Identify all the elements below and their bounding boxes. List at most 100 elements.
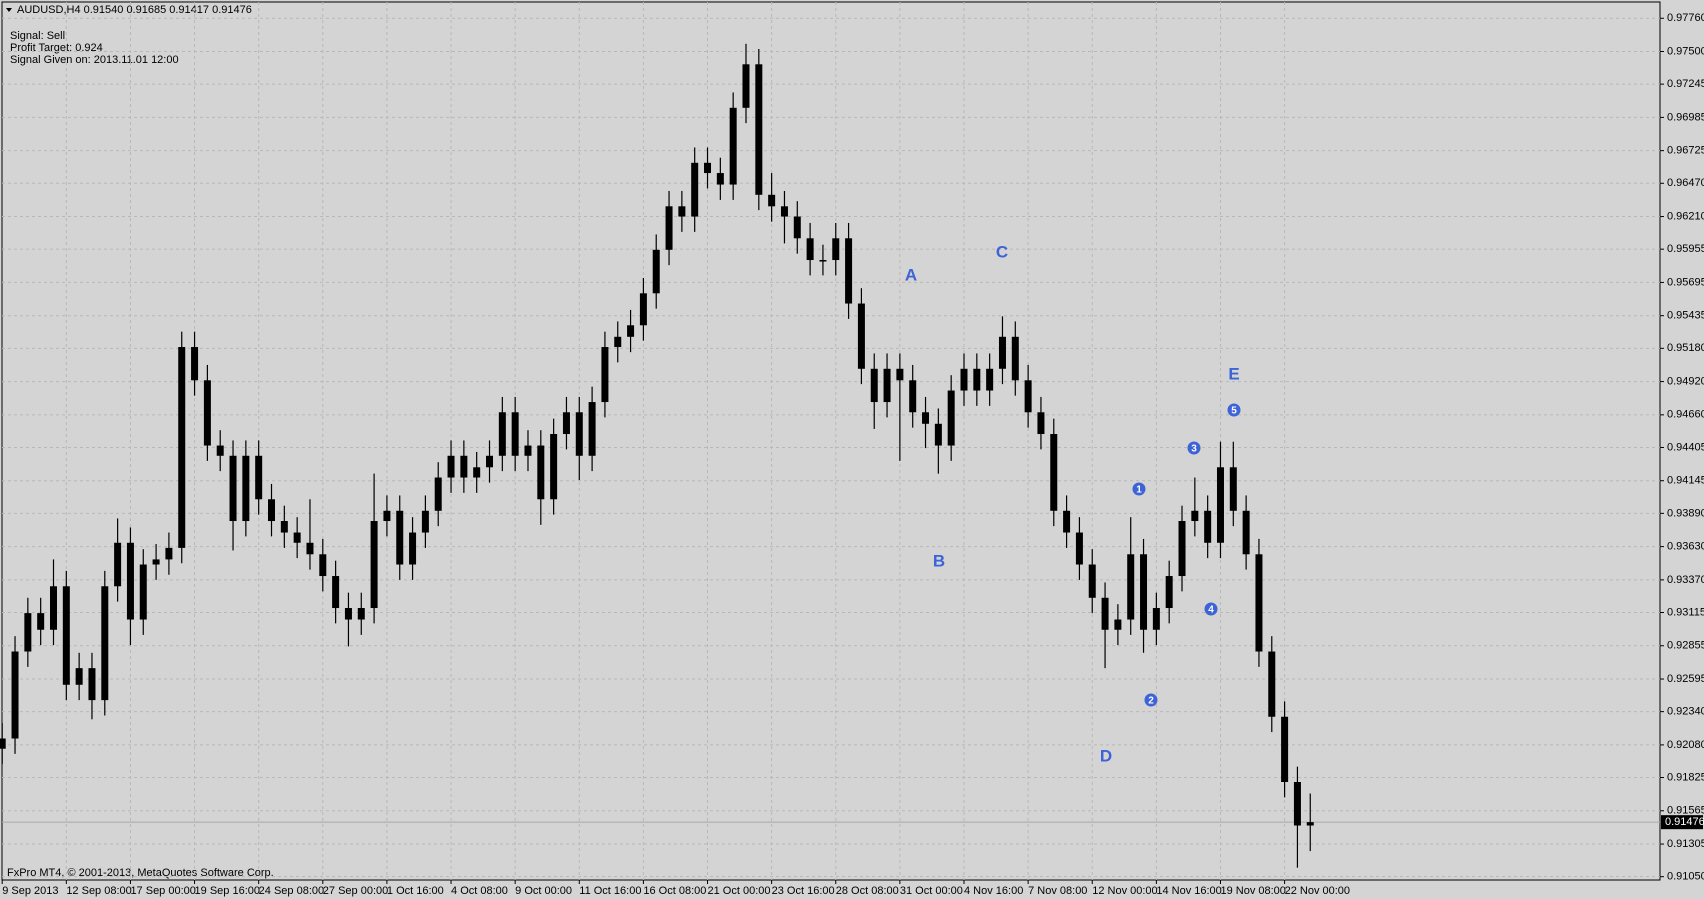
candle-body — [819, 260, 827, 262]
candle-body — [780, 206, 788, 217]
candle-body — [178, 347, 186, 548]
candle-body — [947, 390, 955, 446]
candle-body — [716, 173, 724, 185]
candle-body — [383, 510, 391, 522]
candle-body — [1306, 822, 1314, 826]
candle-body — [986, 368, 994, 391]
x-tick-label: 17 Sep 00:00 — [130, 885, 195, 897]
candle-body — [806, 238, 814, 261]
y-tick-label: 0.97245 — [1667, 78, 1704, 90]
candle-body — [1024, 380, 1032, 413]
y-tick-label: 0.94405 — [1667, 441, 1704, 453]
wave-point-marker — [1227, 403, 1241, 417]
y-tick-label: 0.94145 — [1667, 475, 1704, 487]
y-tick-label: 0.96470 — [1667, 177, 1704, 189]
candle-body — [1140, 554, 1148, 630]
candle-body — [614, 336, 622, 348]
candle-body — [152, 559, 160, 565]
candle-body — [473, 467, 481, 478]
y-tick-label: 0.91825 — [1667, 771, 1704, 783]
candle-body — [370, 521, 378, 609]
x-tick-label: 22 Nov 00:00 — [1285, 885, 1350, 897]
candle-body — [37, 613, 45, 630]
x-tick-label: 14 Nov 16:00 — [1156, 885, 1221, 897]
symbol-header: AUDUSD,H4 0.91540 0.91685 0.91417 0.9147… — [17, 4, 252, 16]
candle-body — [1050, 434, 1058, 511]
candle-body — [344, 608, 352, 620]
candle-body — [486, 455, 494, 468]
x-tick-label: 9 Oct 00:00 — [515, 885, 572, 897]
y-tick-label: 0.95695 — [1667, 276, 1704, 288]
candle-body — [922, 412, 930, 424]
y-tick-label: 0.92855 — [1667, 640, 1704, 652]
candle-body — [1293, 782, 1301, 826]
x-tick-label: 4 Nov 16:00 — [964, 885, 1023, 897]
candle-body — [870, 368, 878, 403]
candle-body — [524, 445, 532, 456]
y-tick-label: 0.94920 — [1667, 375, 1704, 387]
candle-body — [934, 423, 942, 446]
y-tick-label: 0.96985 — [1667, 111, 1704, 123]
wave-point-label: 3 — [1191, 444, 1197, 455]
candle-body — [639, 293, 647, 326]
x-tick-label: 19 Sep 16:00 — [195, 885, 260, 897]
x-tick-label: 24 Sep 08:00 — [259, 885, 324, 897]
x-tick-label: 21 Oct 00:00 — [708, 885, 771, 897]
y-tick-label: 0.93370 — [1667, 574, 1704, 586]
candle-body — [1037, 412, 1045, 435]
x-tick-label: 16 Oct 08:00 — [643, 885, 706, 897]
wave-label: B — [933, 551, 945, 570]
candle-body — [268, 499, 276, 522]
current-price-label: 0.91476 — [1665, 816, 1704, 828]
candle-body — [1075, 532, 1083, 565]
y-tick-label: 0.92340 — [1667, 706, 1704, 718]
candle-body — [1281, 716, 1289, 783]
footer: FxPro MT4, © 2001-2013, MetaQuotes Softw… — [7, 867, 274, 879]
candle-body — [498, 412, 506, 456]
candle-body — [357, 608, 365, 620]
candle-body — [75, 668, 83, 685]
candle-body — [998, 336, 1006, 369]
candle-body — [11, 651, 19, 739]
candle-body — [793, 216, 801, 239]
candle-body — [768, 194, 776, 207]
candle-body — [1152, 608, 1160, 630]
y-tick-label: 0.93890 — [1667, 507, 1704, 519]
candle-body — [396, 510, 404, 565]
candle-body — [678, 206, 686, 217]
y-tick-label: 0.94660 — [1667, 409, 1704, 421]
y-tick-label: 0.91565 — [1667, 805, 1704, 817]
candle-body — [319, 554, 327, 577]
wave-point-label: 4 — [1208, 605, 1214, 616]
candle-body — [729, 107, 737, 185]
y-tick-label: 0.95435 — [1667, 310, 1704, 322]
y-tick-label: 0.92595 — [1667, 673, 1704, 685]
candle-body — [101, 586, 109, 701]
wave-label: A — [905, 265, 917, 284]
wave-point-marker — [1204, 602, 1218, 616]
candle-body — [1101, 597, 1109, 630]
y-tick-label: 0.97500 — [1667, 45, 1704, 57]
candle-body — [1191, 510, 1199, 522]
y-tick-label: 0.96725 — [1667, 145, 1704, 157]
candle-body — [447, 455, 455, 478]
y-tick-label: 0.95180 — [1667, 342, 1704, 354]
y-tick-label: 0.93630 — [1667, 541, 1704, 553]
candle-body — [1255, 554, 1263, 652]
candle-body — [652, 249, 660, 294]
candle-body — [627, 325, 635, 337]
candle-body — [845, 238, 853, 304]
current-price-tag — [1661, 815, 1703, 830]
x-tick-label: 9 Sep 2013 — [2, 885, 58, 897]
candle-body — [973, 368, 981, 391]
candle-body — [1088, 564, 1096, 598]
candle-body — [1165, 576, 1173, 609]
symbol-menu-arrow[interactable] — [6, 8, 12, 12]
candle-body — [1127, 554, 1135, 620]
candle-body — [409, 532, 417, 565]
candle-body — [883, 368, 891, 403]
wave-label: C — [996, 242, 1008, 261]
candle-body — [0, 738, 6, 749]
